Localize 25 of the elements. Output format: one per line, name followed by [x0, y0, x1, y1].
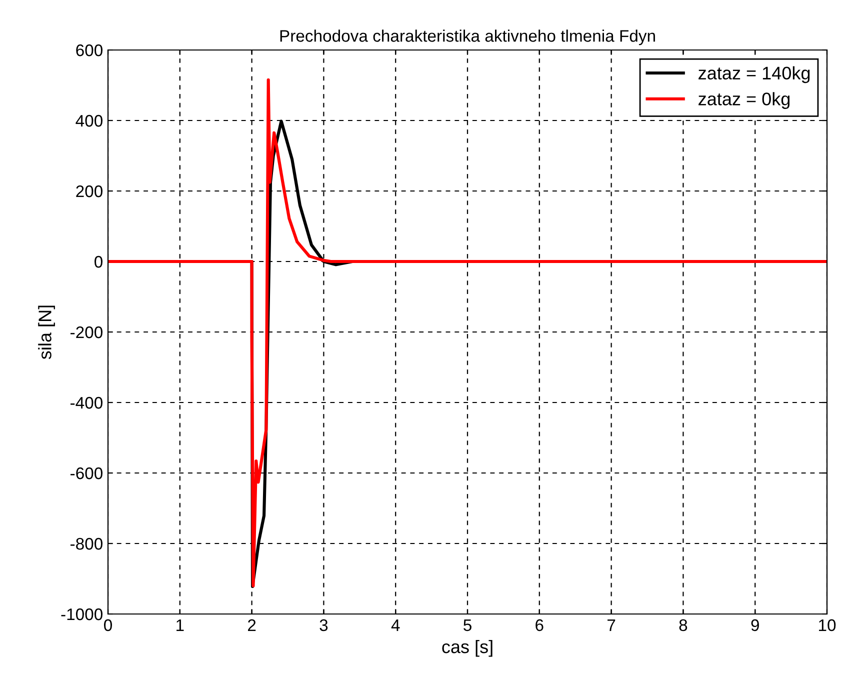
y-tick-label: -800 — [70, 538, 102, 550]
y-tick-label: -200 — [70, 326, 102, 338]
x-tick-label: 2 — [248, 619, 256, 631]
x-tick-label: 10 — [819, 619, 836, 632]
y-tick-label: -400 — [70, 396, 102, 409]
y-tick-label: 0 — [94, 256, 102, 268]
x-tick-label: 5 — [464, 619, 472, 632]
x-tick-label: 0 — [104, 619, 112, 632]
y-tick-label: -600 — [70, 467, 102, 480]
x-tick-label: 8 — [679, 619, 688, 632]
x-tick-label: 7 — [608, 619, 616, 631]
x-tick-label: 3 — [320, 619, 328, 632]
x-tick-label: 9 — [751, 619, 759, 632]
y-tick-label: -1000 — [61, 608, 102, 620]
legend-label: zataz = 140kg — [698, 66, 810, 84]
x-tick-label: 1 — [176, 619, 184, 631]
y-axis-title: sila [N] — [38, 306, 55, 360]
x-tick-label: 6 — [536, 619, 544, 632]
chart-title: Prechodova charakteristika aktivneho tlmenia Fdyn — [280, 30, 655, 46]
x-axis-title: cas [s] — [442, 640, 492, 657]
legend-label: zataz = 0kg — [698, 92, 790, 109]
y-tick-label: 400 — [76, 114, 102, 127]
y-tick-label: 600 — [76, 44, 102, 56]
x-tick-label: 4 — [391, 619, 400, 631]
y-tick-label: 200 — [76, 185, 102, 198]
